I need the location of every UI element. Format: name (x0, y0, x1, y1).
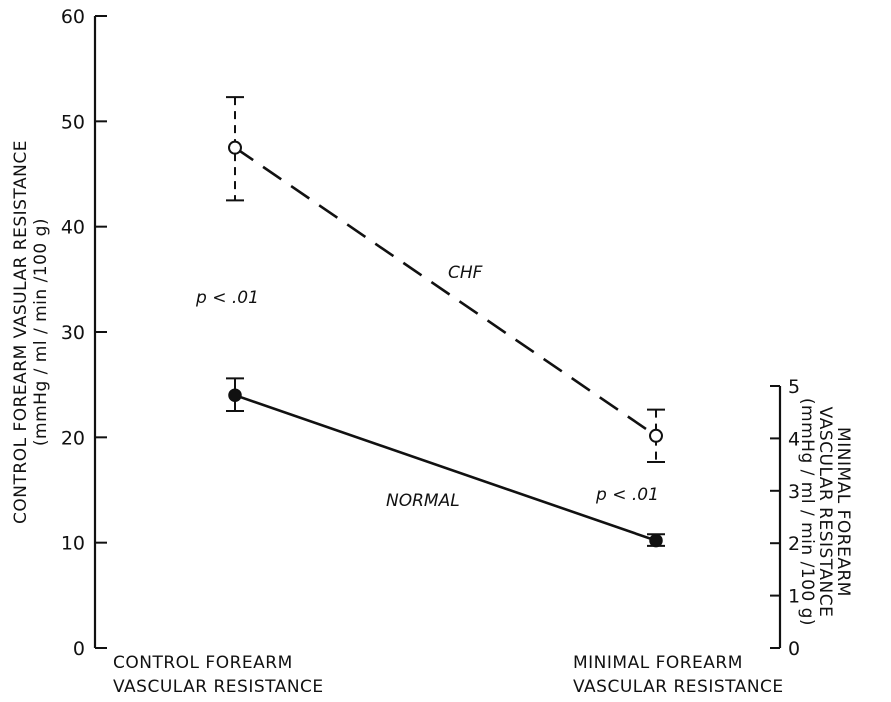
point-chf-control (228, 140, 242, 155)
left-tick-label-30: 30 (61, 322, 85, 344)
left-tick-label-10: 10 (61, 533, 85, 555)
annotation-p-minimal: p < .01 (595, 485, 659, 505)
series-line-chf (234, 146, 657, 437)
point-normal-control (228, 388, 242, 402)
right-y-axis-title-line-1: MINIMAL FOREARM (833, 427, 853, 597)
left-tick-label-50: 50 (61, 111, 85, 133)
series-label-normal: NORMAL (386, 491, 460, 511)
error-bar-chf-control (226, 96, 244, 202)
right-y-axis-title-line-2: VASCULAR RESISTANCE (815, 407, 835, 618)
error-bar-chf-minimal (647, 408, 665, 463)
right-tick-label-2: 2 (788, 533, 800, 555)
right-y-axis-title-line-3: (mmHg / ml / min /100 g) (797, 398, 817, 626)
series-label-chf: CHF (448, 263, 483, 283)
right-y-axis-title: MINIMAL FOREARM VASCULAR RESISTANCE (mmH… (797, 398, 853, 626)
point-normal-minimal (649, 533, 663, 548)
x-category-minimal-line-1: MINIMAL FOREARM (573, 653, 743, 673)
left-y-axis-title-line-1: CONTROL FOREARM VASULAR RESISTANCE (11, 140, 31, 524)
left-y-ticks: 0 10 20 30 40 50 60 (61, 6, 107, 660)
right-tick-label-1: 1 (788, 586, 800, 608)
x-category-control-line-1: CONTROL FOREARM (113, 653, 293, 673)
point-chf-minimal (649, 428, 663, 443)
right-tick-label-0: 0 (788, 638, 800, 660)
x-category-control-line-2: VASCULAR RESISTANCE (113, 677, 324, 697)
left-tick-label-20: 20 (61, 427, 85, 449)
left-y-axis-title-line-2: (mmHg / ml / min /100 g) (31, 218, 51, 446)
right-tick-label-3: 3 (788, 481, 800, 503)
left-y-axis-title: CONTROL FOREARM VASULAR RESISTANCE (mmHg… (11, 140, 51, 524)
right-tick-label-5: 5 (788, 376, 800, 398)
left-tick-label-40: 40 (61, 217, 85, 239)
left-tick-label-60: 60 (61, 6, 85, 28)
series-line-normal (234, 393, 657, 542)
annotation-p-control: p < .01 (195, 288, 259, 308)
right-y-ticks: 0 1 2 3 4 5 (770, 376, 800, 660)
x-category-minimal-line-2: VASCULAR RESISTANCE (573, 677, 784, 697)
right-tick-label-4: 4 (788, 428, 800, 450)
left-tick-label-0: 0 (73, 638, 85, 660)
